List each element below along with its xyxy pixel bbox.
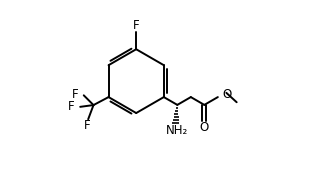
Text: NH₂: NH₂: [166, 124, 188, 137]
Text: O: O: [222, 88, 232, 102]
Text: F: F: [72, 88, 79, 101]
Text: O: O: [200, 121, 209, 134]
Text: F: F: [84, 120, 90, 132]
Text: F: F: [68, 100, 75, 113]
Text: F: F: [133, 19, 139, 32]
